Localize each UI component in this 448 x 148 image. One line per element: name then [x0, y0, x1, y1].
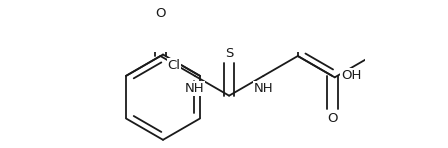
- Text: NH: NH: [185, 82, 205, 95]
- Text: S: S: [225, 47, 233, 60]
- Text: NH: NH: [254, 82, 273, 95]
- Text: OH: OH: [341, 69, 362, 82]
- Text: O: O: [155, 7, 166, 20]
- Text: O: O: [327, 112, 337, 125]
- Text: Cl: Cl: [167, 59, 180, 72]
